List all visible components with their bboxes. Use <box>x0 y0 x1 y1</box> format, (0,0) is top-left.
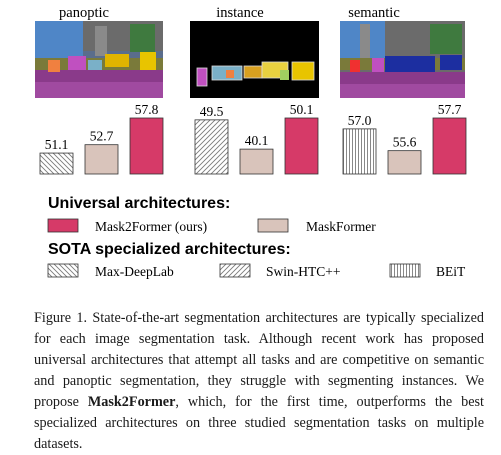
caption-text-2: , which, for the first time, outperforms… <box>34 394 484 452</box>
bar-value-label: 49.5 <box>200 104 224 119</box>
legend-swatch-maskformer <box>257 218 289 233</box>
bar-value-label: 50.1 <box>290 102 314 117</box>
legend-swatch-beit <box>389 263 421 278</box>
legend-swatch-mask2former <box>47 218 79 233</box>
legend-heading-sota: SOTA specialized architectures: <box>48 241 291 258</box>
panel-title-semantic: semantic <box>348 5 400 21</box>
bar-value-label: 51.1 <box>45 137 69 152</box>
bar-panoptic-maskformer <box>84 144 119 175</box>
caption-text-1: Figure 1. State-of-the-art segmentation … <box>34 310 484 410</box>
panel-title-panoptic: panoptic <box>59 5 109 21</box>
bar-panoptic-mask2former-ours <box>129 117 164 175</box>
bar-value-label: 52.7 <box>90 129 114 144</box>
bar-panoptic-max-deeplab <box>39 152 74 175</box>
panel-title-instance: instance <box>216 5 264 21</box>
legend-label-beit: BEiT <box>436 264 466 279</box>
legend-swatch-swin-htc <box>219 263 251 278</box>
legend-heading-universal: Universal architectures: <box>48 195 230 212</box>
bar-instance-mask2former-ours <box>284 117 319 175</box>
bar-semantic-beit <box>342 128 377 175</box>
figure-1: panoptic instance semantic <box>35 5 467 279</box>
bar-value-label: 55.6 <box>393 135 417 150</box>
caption-emph: Mask2Former <box>87 394 176 410</box>
instance-segmentation-image <box>190 21 319 98</box>
legend-label-mask2former: Mask2Former (ours) <box>95 219 207 234</box>
legend-label-max-deeplab: Max-DeepLab <box>95 264 174 279</box>
legend-label-swin-htc: Swin-HTC++ <box>266 264 340 279</box>
semantic-segmentation-image <box>340 21 465 98</box>
bar-value-label: 57.8 <box>135 102 159 117</box>
legend-swatch-max-deeplab <box>47 263 79 278</box>
bar-chart: 51.1 52.7 57.8 49.5 40.1 50.1 57.0 55.6 57.7 <box>39 102 467 175</box>
bar-value-label: 57.7 <box>438 102 462 117</box>
bar-instance-maskformer <box>239 148 274 175</box>
bar-semantic-maskformer <box>387 150 422 175</box>
legend-label-maskformer: MaskFormer <box>306 219 376 234</box>
figure-caption: Figure 1. State-of-the-art segmentation … <box>34 308 484 455</box>
bar-semantic-mask2former-ours <box>432 117 467 175</box>
panoptic-segmentation-image <box>35 21 163 98</box>
bar-instance-swin-htc <box>194 119 229 175</box>
bar-value-label: 40.1 <box>245 133 269 148</box>
bar-value-label: 57.0 <box>348 113 372 128</box>
